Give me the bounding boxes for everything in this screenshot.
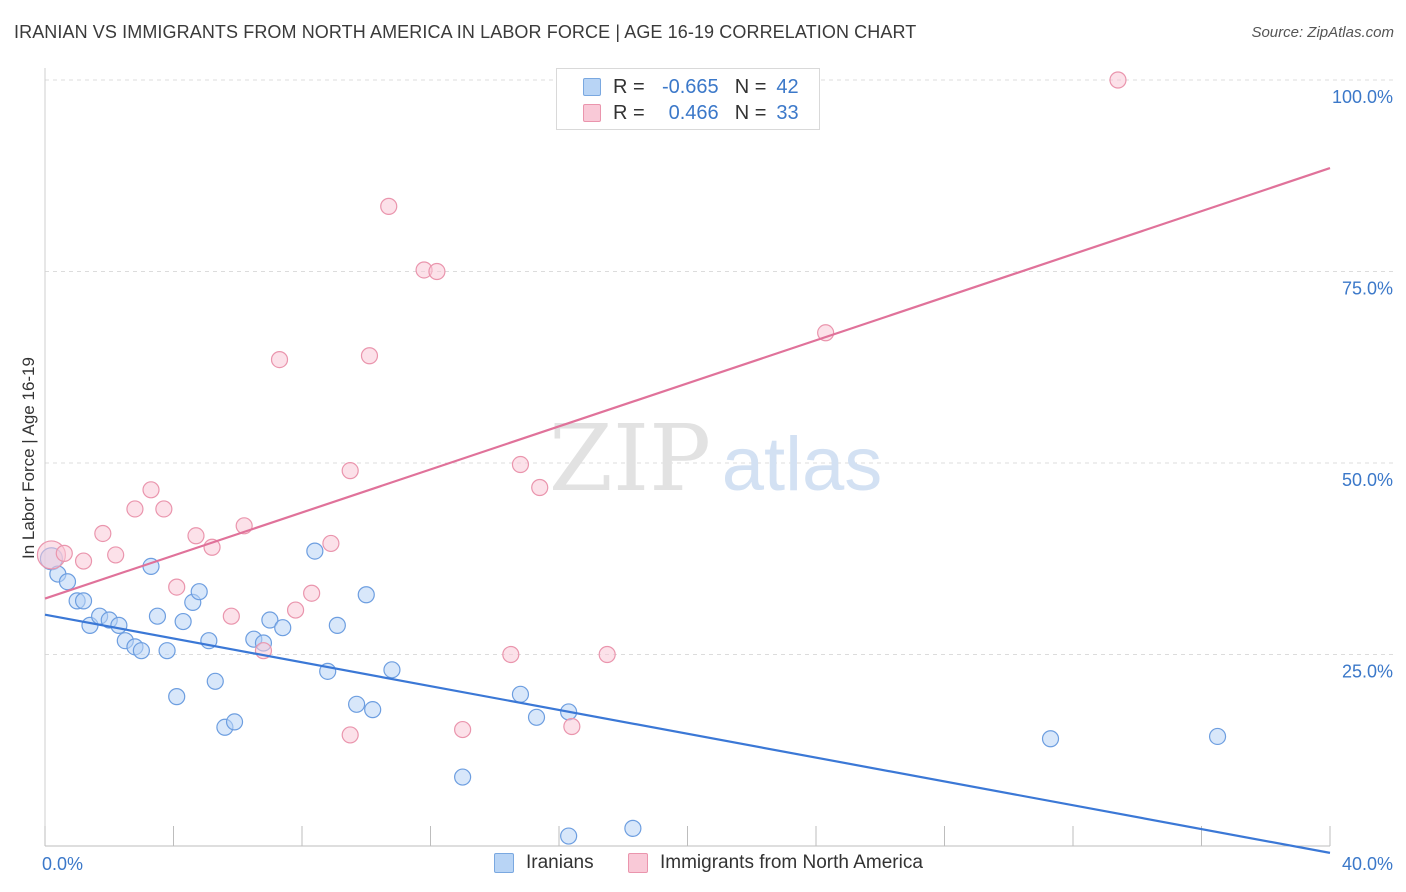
legend-swatch-iranians: [583, 78, 601, 96]
series-legend: Iranians Immigrants from North America: [0, 852, 1406, 878]
point-iranians: [174, 612, 192, 631]
point-iranians: [206, 672, 224, 690]
point-iranians: [454, 768, 472, 786]
y-tick-label: 25.0%: [1342, 662, 1393, 682]
point-immigrants: [341, 462, 359, 480]
point-iranians: [364, 701, 382, 719]
point-iranians: [74, 592, 93, 610]
watermark-atlas: atlas: [722, 422, 883, 507]
trend-line-iranians: [44, 613, 1331, 854]
point-iranians: [560, 827, 578, 845]
point-immigrants: [502, 645, 520, 664]
source-label: Source: ZipAtlas.com: [1251, 24, 1394, 41]
y-tick-label: 100.0%: [1332, 87, 1393, 107]
point-immigrants: [1109, 71, 1127, 89]
point-iranians: [274, 619, 292, 637]
point-immigrants: [322, 534, 340, 553]
series-swatch-iranians: [494, 853, 514, 873]
legend-row-immigrants: R = 0.466 N = 33: [583, 100, 799, 126]
trend-line-immigrants: [44, 167, 1331, 600]
point-immigrants: [360, 347, 379, 365]
point-immigrants: [286, 601, 305, 619]
point-immigrants: [142, 481, 160, 499]
point-iranians: [306, 542, 324, 560]
trend-lines: [44, 167, 1331, 854]
point-iranians: [158, 642, 176, 660]
watermark-zip: ZIP: [549, 405, 711, 512]
point-iranians: [348, 695, 366, 713]
point-immigrants: [380, 197, 398, 215]
y-tick-label: 75.0%: [1342, 279, 1393, 299]
point-iranians: [624, 819, 642, 837]
x-tick-label: 0.0%: [42, 854, 83, 874]
point-immigrants: [155, 500, 173, 518]
series-label-immigrants: Immigrants from North America: [660, 852, 923, 873]
legend-r-value: -0.665: [661, 75, 719, 98]
point-immigrants: [55, 544, 73, 562]
point-immigrants: [94, 524, 112, 543]
point-iranians: [1208, 727, 1227, 746]
point-immigrants: [187, 527, 205, 545]
point-iranians: [190, 583, 208, 601]
point-iranians: [132, 642, 150, 660]
point-immigrants: [598, 645, 616, 664]
point-iranians: [110, 616, 128, 634]
point-iranians: [357, 586, 375, 604]
point-iranians: [148, 607, 167, 625]
legend-n-label: N =: [734, 75, 767, 98]
point-iranians: [58, 573, 77, 591]
legend-row-iranians: R = -0.665 N = 42: [583, 74, 799, 100]
point-immigrants: [222, 607, 240, 625]
point-iranians: [1041, 730, 1060, 748]
legend-n-value: 33: [776, 101, 799, 124]
point-immigrants: [270, 350, 289, 369]
axes: [44, 68, 1331, 847]
point-immigrants: [126, 500, 144, 518]
gridlines: [45, 79, 1394, 655]
series-swatch-immigrants: [628, 853, 648, 873]
legend-n-label: N =: [734, 101, 767, 124]
y-tick-label: 50.0%: [1342, 470, 1393, 490]
point-immigrants: [428, 262, 446, 281]
point-iranians: [527, 708, 546, 726]
point-immigrants: [511, 455, 530, 474]
data-points: [36, 71, 1227, 845]
point-iranians: [225, 713, 244, 731]
point-iranians: [511, 685, 530, 703]
point-immigrants: [531, 478, 549, 497]
point-immigrants: [341, 726, 359, 744]
legend-r-label: R =: [613, 75, 645, 98]
point-iranians: [383, 661, 401, 679]
point-immigrants: [168, 578, 186, 596]
point-immigrants: [563, 717, 581, 736]
tick-labels: 25.0% 50.0% 75.0% 100.0% 0.0% 40.0%: [42, 87, 1393, 874]
point-iranians: [168, 688, 186, 706]
point-immigrants: [303, 584, 321, 602]
legend-n-value: 42: [776, 75, 799, 98]
x-tick-label: 40.0%: [1342, 854, 1393, 874]
series-label-iranians: Iranians: [526, 852, 594, 873]
y-axis-label: In Labor Force | Age 16-19: [19, 357, 38, 559]
legend-r-label: R =: [613, 101, 645, 124]
point-immigrants: [454, 720, 472, 739]
legend-r-value: 0.466: [668, 101, 719, 124]
legend-swatch-immigrants: [583, 104, 601, 122]
point-iranians: [261, 611, 279, 629]
point-iranians: [328, 616, 346, 634]
series-legend-immigrants[interactable]: Immigrants from North America: [628, 852, 923, 874]
chart-title: IRANIAN VS IMMIGRANTS FROM NORTH AMERICA…: [14, 22, 917, 42]
point-immigrants: [107, 546, 125, 564]
stats-legend: R = -0.665 N = 42 R = 0.466 N = 33: [556, 68, 820, 130]
series-legend-iranians[interactable]: Iranians: [494, 852, 594, 874]
point-immigrants: [74, 552, 93, 570]
